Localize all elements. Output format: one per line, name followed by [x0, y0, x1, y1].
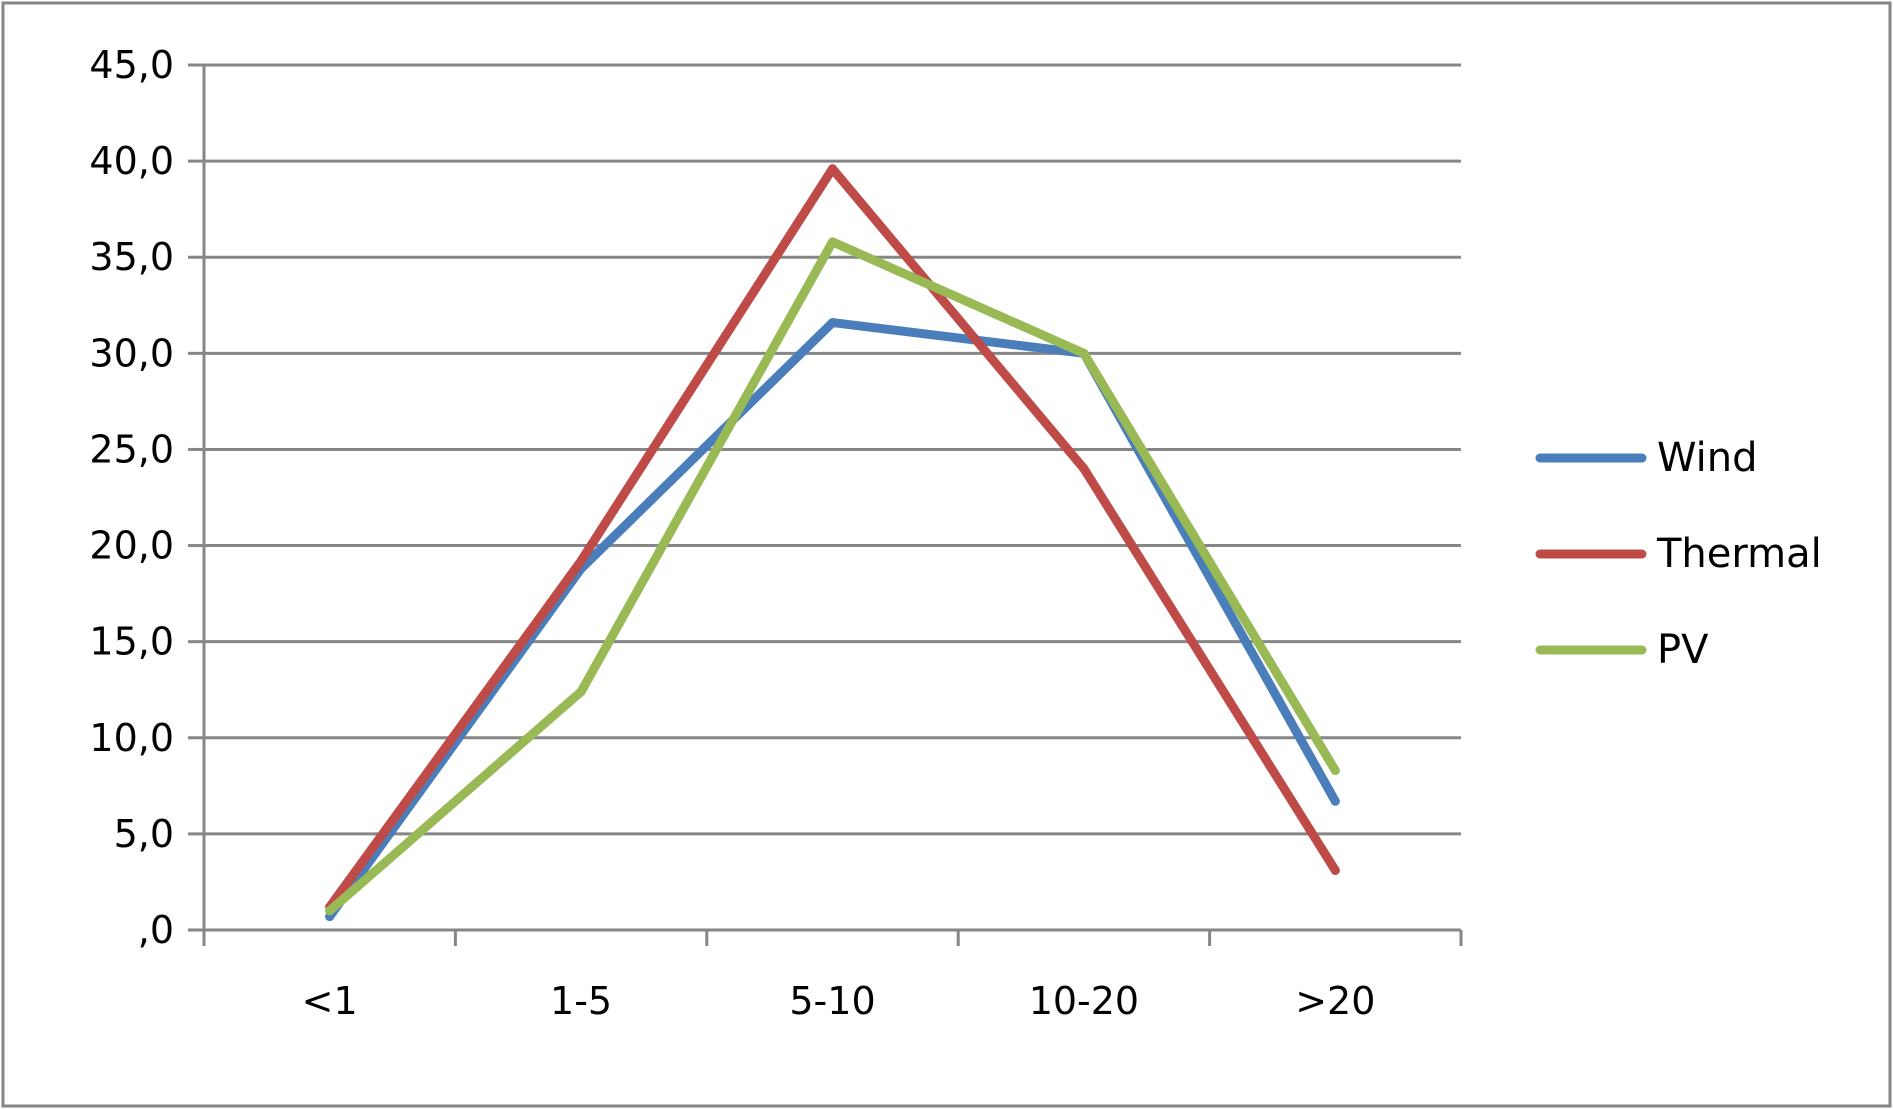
x-tick-label: 1-5 [550, 979, 612, 1023]
data-point-pv [1330, 765, 1340, 775]
data-point-thermal [1079, 464, 1089, 474]
legend-label-wind: Wind [1657, 435, 1758, 481]
y-tick-label: 35,0 [89, 235, 174, 279]
data-point-pv [576, 687, 586, 697]
y-tick-label: 20,0 [89, 524, 174, 568]
data-point-thermal [576, 556, 586, 566]
data-point-pv [1079, 348, 1089, 358]
legend: Wind Thermal PV [1535, 435, 1822, 673]
axes [188, 63, 1463, 946]
data-point-wind [828, 318, 837, 328]
data-point-wind [1330, 796, 1340, 806]
data-point-pv [325, 906, 335, 916]
x-tick-label: >20 [1295, 979, 1375, 1023]
legend-label-thermal: Thermal [1656, 531, 1822, 577]
x-tick-label: 5-10 [789, 979, 875, 1023]
data-point-thermal [828, 164, 837, 174]
y-tick-label: 30,0 [89, 331, 174, 375]
y-tick-label: 5,0 [114, 812, 174, 856]
data-point-pv [828, 237, 837, 247]
y-axis-ticks: ,0 5,0 10,0 15,0 20,0 25,0 30,0 35,0 40,0 45,0 [89, 43, 174, 952]
series-lines [325, 164, 1340, 922]
y-tick-label: 15,0 [89, 620, 174, 664]
data-point-thermal [1330, 865, 1340, 875]
y-tick-label: ,0 [138, 908, 174, 952]
x-tick-label: <1 [302, 979, 358, 1023]
x-axis-ticks: <1 1-5 5-10 10-20 >20 [302, 979, 1376, 1023]
y-tick-label: 10,0 [89, 716, 174, 760]
y-tick-label: 40,0 [89, 139, 174, 183]
y-tick-label: 25,0 [89, 427, 174, 471]
legend-label-pv: PV [1657, 627, 1709, 673]
x-tick-label: 10-20 [1029, 979, 1139, 1023]
y-tick-label: 45,0 [89, 43, 174, 87]
